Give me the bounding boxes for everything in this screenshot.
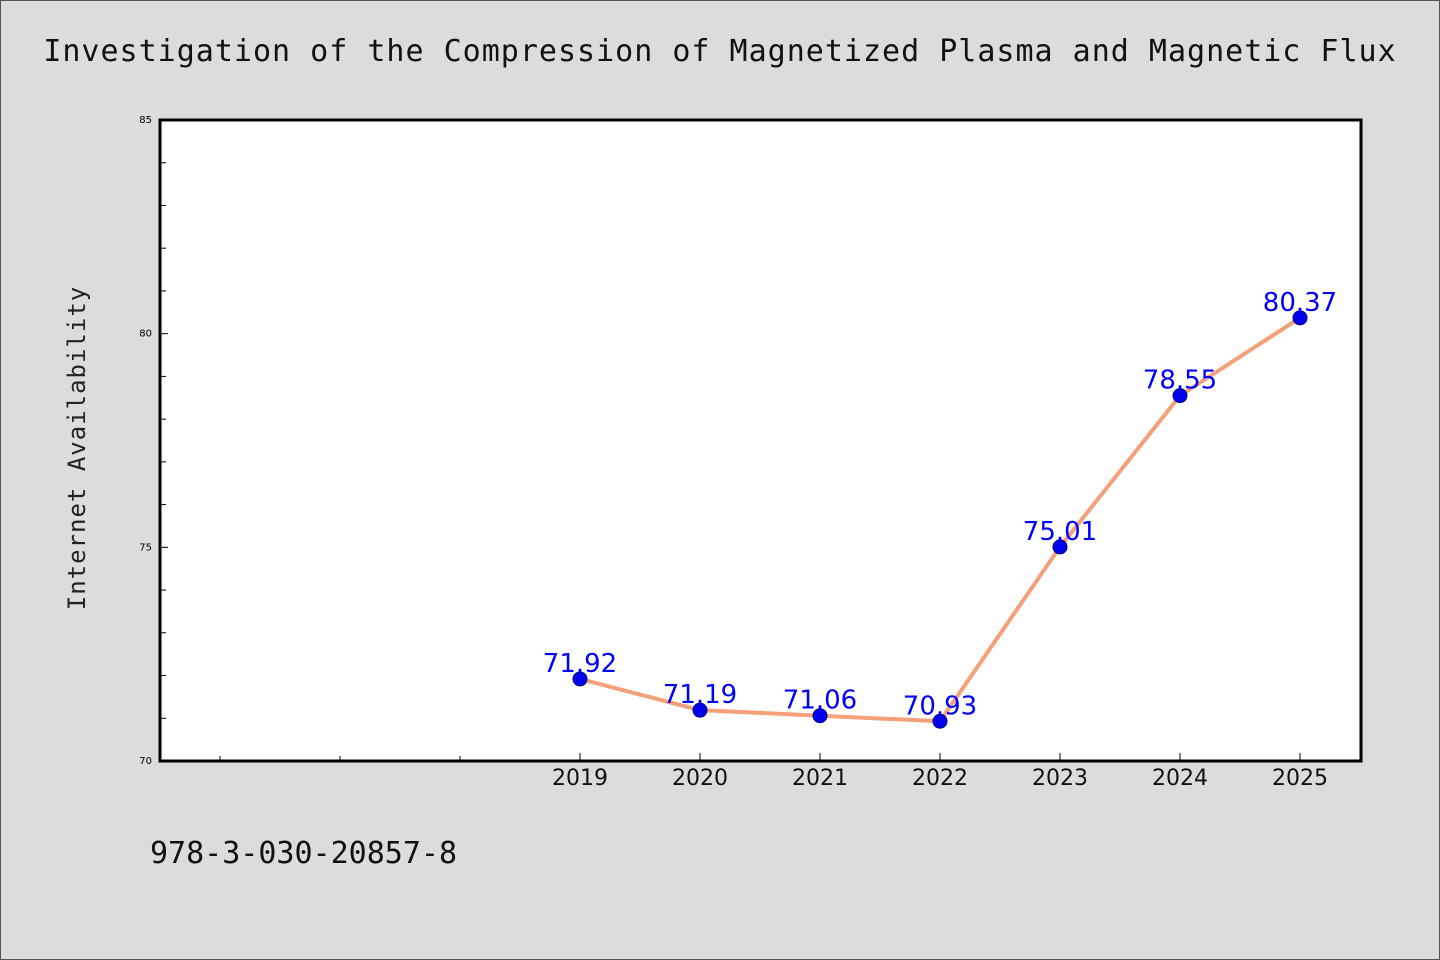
- data-label: 75.01: [1023, 517, 1097, 547]
- x-tick-label: 2019: [552, 766, 608, 791]
- data-label: 80.37: [1263, 288, 1337, 318]
- data-point: [572, 671, 588, 687]
- data-label: 70.93: [903, 691, 977, 721]
- data-label: 71.06: [783, 686, 857, 716]
- data-point: [692, 702, 708, 718]
- x-tick-label: 2020: [672, 766, 728, 791]
- x-tick-label: 2024: [1152, 766, 1208, 791]
- data-point: [1172, 388, 1188, 404]
- data-label: 78.55: [1143, 366, 1217, 396]
- y-tick-label: 80: [139, 329, 152, 340]
- data-point: [1052, 539, 1068, 555]
- chart-title: Investigation of the Compression of Magn…: [43, 34, 1397, 69]
- x-tick-label: 2022: [912, 766, 968, 791]
- x-tick-label: 2025: [1272, 766, 1328, 791]
- data-label: 71.19: [663, 680, 737, 710]
- y-tick-label: 75: [139, 542, 152, 553]
- x-tick-label: 2023: [1032, 766, 1088, 791]
- isbn-footer: 978-3-030-20857-8: [150, 836, 458, 871]
- plot-area: [158, 118, 1363, 763]
- x-tick-label: 2021: [792, 766, 848, 791]
- data-label: 71.92: [543, 649, 617, 679]
- y-tick-label: 85: [139, 115, 152, 126]
- y-tick-label: 70: [139, 756, 152, 767]
- data-point: [812, 708, 828, 724]
- data-point: [1292, 310, 1308, 326]
- data-point: [932, 713, 948, 729]
